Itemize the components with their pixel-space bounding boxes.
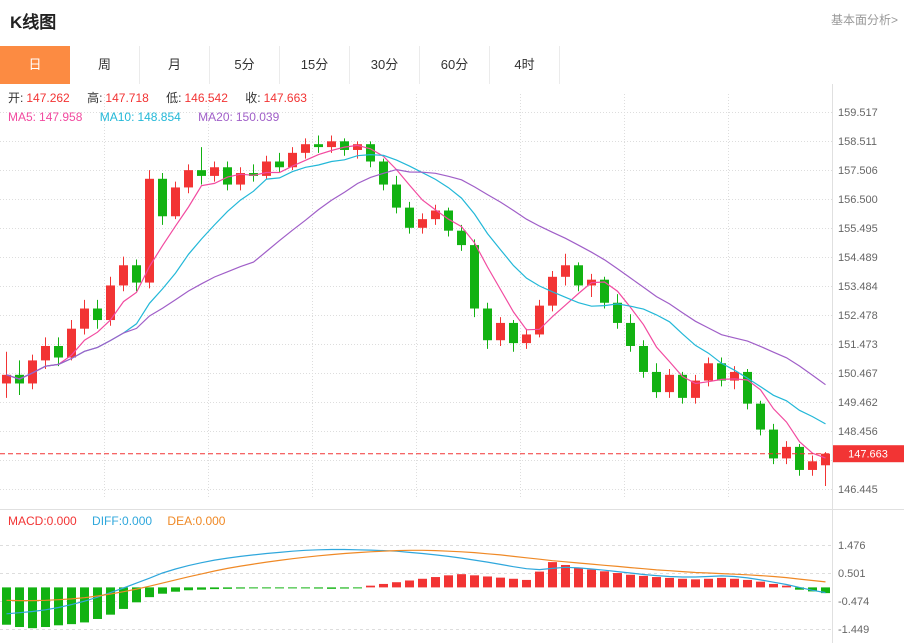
diff-value: 0.000 [122,514,153,528]
macd-chart[interactable]: 1.476 0.501 -0.474 -1.449 [0,509,904,643]
svg-text:157.506: 157.506 [838,165,878,177]
svg-text:147.663: 147.663 [848,449,888,461]
svg-text:152.478: 152.478 [838,310,878,322]
high-value: 147.718 [105,91,149,105]
macd-value: 0.000 [46,514,77,528]
svg-text:156.500: 156.500 [838,194,878,206]
low-value: 146.542 [184,91,228,105]
svg-text:148.456: 148.456 [838,426,878,438]
low-label: 低: [166,91,182,105]
tab-15min[interactable]: 15分 [280,46,350,84]
svg-text:149.462: 149.462 [838,397,878,409]
svg-text:150.467: 150.467 [838,368,878,380]
tab-30min[interactable]: 30分 [350,46,420,84]
svg-text:154.489: 154.489 [838,252,878,264]
candlestick-chart[interactable]: 159.517 158.511 157.506 156.500 155.495 154.4… [0,84,904,509]
ma5-label: MA5: [8,110,37,124]
ohlc-row: 开: 147.262 高: 147.718 低: 146.542 收: 147.663 [8,89,321,108]
interval-tabs: 日 周 月 5分 15分 30分 60分 4时 [0,46,560,84]
macd-readout: MACD:0.000 DIFF:0.000 DEA:0.000 [8,514,237,528]
ma-row: MA5: 147.958 MA10: 148.854 MA20: 150.039 [8,108,321,127]
svg-text:151.473: 151.473 [838,339,878,351]
ohlc-readout: 开: 147.262 高: 147.718 低: 146.542 收: 147.663 … [8,89,321,127]
dea-label: DEA: [167,514,196,528]
macd-label: MACD: [8,514,47,528]
close-label: 收: [245,91,261,105]
page-header: K线图 基本面分析> [0,0,904,46]
tab-day[interactable]: 日 [0,46,70,84]
page-title: K线图 [10,13,57,32]
ma20-value: 150.039 [235,110,280,124]
svg-text:0.501: 0.501 [838,568,866,580]
svg-text:146.445: 146.445 [838,484,878,496]
fundamental-analysis-link[interactable]: 基本面分析> [830,13,898,27]
svg-text:155.495: 155.495 [838,223,878,235]
svg-text:153.484: 153.484 [838,281,878,293]
svg-text:159.517: 159.517 [838,107,878,119]
tab-5min[interactable]: 5分 [210,46,280,84]
ma20-label: MA20: [198,110,233,124]
close-value: 147.663 [263,91,307,105]
tab-month[interactable]: 月 [140,46,210,84]
ma10-label: MA10: [99,110,135,124]
tab-60min[interactable]: 60分 [420,46,490,84]
tab-4hour[interactable]: 4时 [490,46,560,84]
ma10-value: 148.854 [137,110,181,124]
chart-area: 159.517 158.511 157.506 156.500 155.495 154.4… [0,84,904,643]
svg-text:-0.474: -0.474 [838,596,869,608]
svg-text:158.511: 158.511 [838,136,877,148]
svg-text:1.476: 1.476 [838,540,866,552]
open-value: 147.262 [26,91,70,105]
svg-text:-1.449: -1.449 [838,624,869,636]
tab-week[interactable]: 周 [70,46,140,84]
ma5-value: 147.958 [39,110,83,124]
dea-value: 0.000 [195,514,226,528]
open-label: 开: [8,91,24,105]
high-label: 高: [87,91,103,105]
diff-label: DIFF: [92,514,123,528]
